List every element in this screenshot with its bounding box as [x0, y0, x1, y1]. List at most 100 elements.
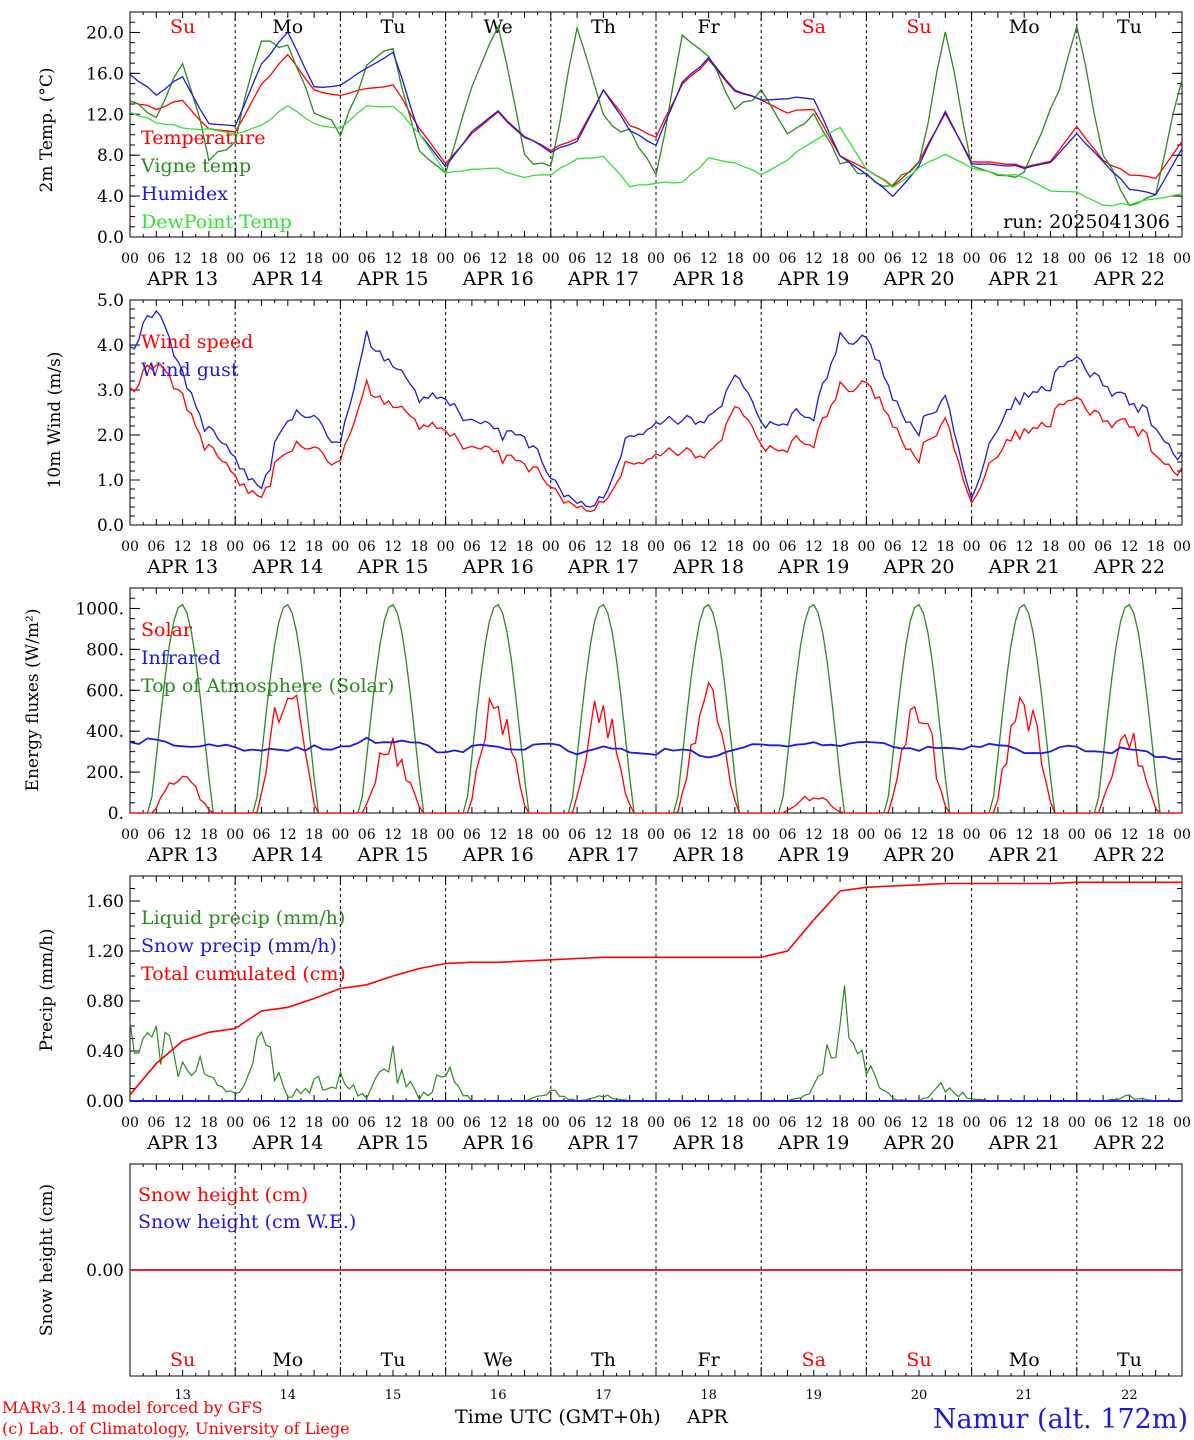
hour-tick-label: 12 [1015, 539, 1033, 555]
hour-tick-label: 00 [437, 1115, 455, 1131]
hour-tick-label: 00 [1068, 539, 1086, 555]
date-tick-label: APR 22 [1093, 844, 1165, 866]
temperature-series-line [129, 30, 1183, 198]
hour-tick-label: 00 [226, 251, 244, 267]
hour-tick-label: 12 [1120, 827, 1138, 843]
hour-tick-label: 18 [516, 1115, 534, 1131]
hour-tick-label: 18 [621, 827, 639, 843]
legend-toa-solar: Top of Atmosphere (Solar) [141, 675, 394, 697]
date-tick-label: APR 19 [777, 844, 849, 866]
hour-tick-label: 12 [594, 251, 612, 267]
hour-tick-label: 18 [200, 539, 218, 555]
model-credit: MARv3.14 model forced by GFS [2, 1398, 263, 1417]
day-number-label: 17 [595, 1388, 612, 1403]
y-tick-label: 0.0 [97, 516, 124, 536]
date-tick-label: APR 13 [146, 1132, 218, 1154]
hour-tick-label: 00 [331, 539, 349, 555]
y-tick-label: 400. [86, 722, 124, 742]
date-tick-label: APR 20 [882, 1132, 954, 1154]
hour-tick-label: 00 [963, 539, 981, 555]
date-tick-label: APR 14 [251, 1132, 323, 1154]
date-tick-label: APR 19 [777, 556, 849, 578]
date-tick-label: APR 21 [988, 268, 1060, 290]
hour-tick-label: 06 [253, 827, 271, 843]
hour-tick-label: 12 [489, 827, 507, 843]
hour-tick-label: 00 [331, 251, 349, 267]
temperature-legend: Temperature Vigne temp Humidex DewPoint … [140, 127, 292, 233]
hour-tick-label: 06 [568, 251, 586, 267]
hour-tick-label: 18 [1042, 539, 1060, 555]
hour-tick-label: 12 [1120, 539, 1138, 555]
weekday-label: Su [906, 16, 931, 38]
hour-tick-label: 06 [568, 827, 586, 843]
hour-tick-label: 18 [831, 827, 849, 843]
hour-tick-label: 06 [1094, 539, 1112, 555]
hour-tick-label: 18 [1147, 251, 1165, 267]
date-tick-label: APR 17 [567, 1132, 639, 1154]
hour-tick-label: 06 [1094, 1115, 1112, 1131]
weekday-label: Su [170, 16, 195, 38]
hour-tick-label: 00 [542, 251, 560, 267]
hour-tick-label: 12 [489, 1115, 507, 1131]
weekday-label: Tu [1117, 1349, 1142, 1371]
weekday-label: Sa [802, 1349, 826, 1371]
total-cumulated-line [129, 881, 1182, 1096]
date-tick-label: APR 19 [777, 268, 849, 290]
y-tick-label: 16.0 [86, 64, 124, 84]
energy-y-label: Energy fluxes (W/m²) [23, 609, 43, 792]
hour-tick-label: 06 [884, 1115, 902, 1131]
hour-tick-label: 18 [200, 251, 218, 267]
weekday-label: Su [906, 1349, 931, 1371]
hour-tick-label: 00 [647, 1115, 665, 1131]
hour-tick-label: 12 [910, 827, 928, 843]
hour-tick-label: 06 [358, 827, 376, 843]
legend-liquid-precip: Liquid precip (mm/h) [141, 907, 345, 929]
legend-snow-precip: Snow precip (mm/h) [141, 935, 337, 957]
footer: MARv3.14 model forced by GFS (c) Lab. of… [2, 1388, 1188, 1438]
date-tick-label: APR 21 [988, 844, 1060, 866]
hour-tick-label: 06 [779, 827, 797, 843]
hour-tick-label: 12 [384, 827, 402, 843]
hour-tick-label: 12 [594, 1115, 612, 1131]
hour-tick-label: 06 [989, 539, 1007, 555]
legend-snow-height-we: Snow height (cm W.E.) [138, 1211, 356, 1233]
hour-tick-label: 12 [910, 539, 928, 555]
temperature-y-label: 2m Temp. (°C) [37, 67, 57, 192]
hour-tick-label: 12 [384, 1115, 402, 1131]
hour-tick-label: 06 [673, 539, 691, 555]
weekday-label: Th [591, 1349, 616, 1371]
hour-tick-label: 12 [1015, 1115, 1033, 1131]
hour-tick-label: 06 [463, 827, 481, 843]
date-tick-label: APR 18 [672, 844, 744, 866]
hour-tick-label: 18 [1147, 827, 1165, 843]
hour-tick-label: 00 [121, 1115, 139, 1131]
hour-tick-label: 00 [226, 827, 244, 843]
date-tick-label: APR 13 [146, 556, 218, 578]
hour-tick-label: 12 [384, 539, 402, 555]
temperature-series-line [129, 53, 1183, 188]
legend-humidex: Humidex [141, 183, 228, 205]
legend-wind-speed: Wind speed [141, 331, 253, 353]
hour-tick-label: 12 [174, 1115, 192, 1131]
hour-tick-label: 00 [1173, 251, 1191, 267]
hour-tick-label: 00 [647, 251, 665, 267]
hour-tick-label: 18 [516, 827, 534, 843]
hour-tick-label: 06 [147, 539, 165, 555]
weekday-label: We [484, 1349, 513, 1371]
weekday-label: Fr [697, 1349, 720, 1371]
day-number-label: 14 [280, 1388, 297, 1403]
hour-tick-label: 06 [253, 539, 271, 555]
hour-tick-label: 18 [200, 1115, 218, 1131]
weekday-label: Fr [697, 16, 720, 38]
hour-tick-label: 00 [752, 1115, 770, 1131]
hour-tick-label: 00 [121, 539, 139, 555]
hour-tick-label: 00 [121, 251, 139, 267]
hour-tick-label: 18 [621, 251, 639, 267]
hour-tick-label: 18 [410, 1115, 428, 1131]
hour-tick-label: 18 [831, 1115, 849, 1131]
hour-tick-label: 00 [437, 539, 455, 555]
hour-tick-label: 06 [884, 539, 902, 555]
day-number-label: 20 [911, 1388, 928, 1403]
hour-tick-label: 00 [121, 827, 139, 843]
